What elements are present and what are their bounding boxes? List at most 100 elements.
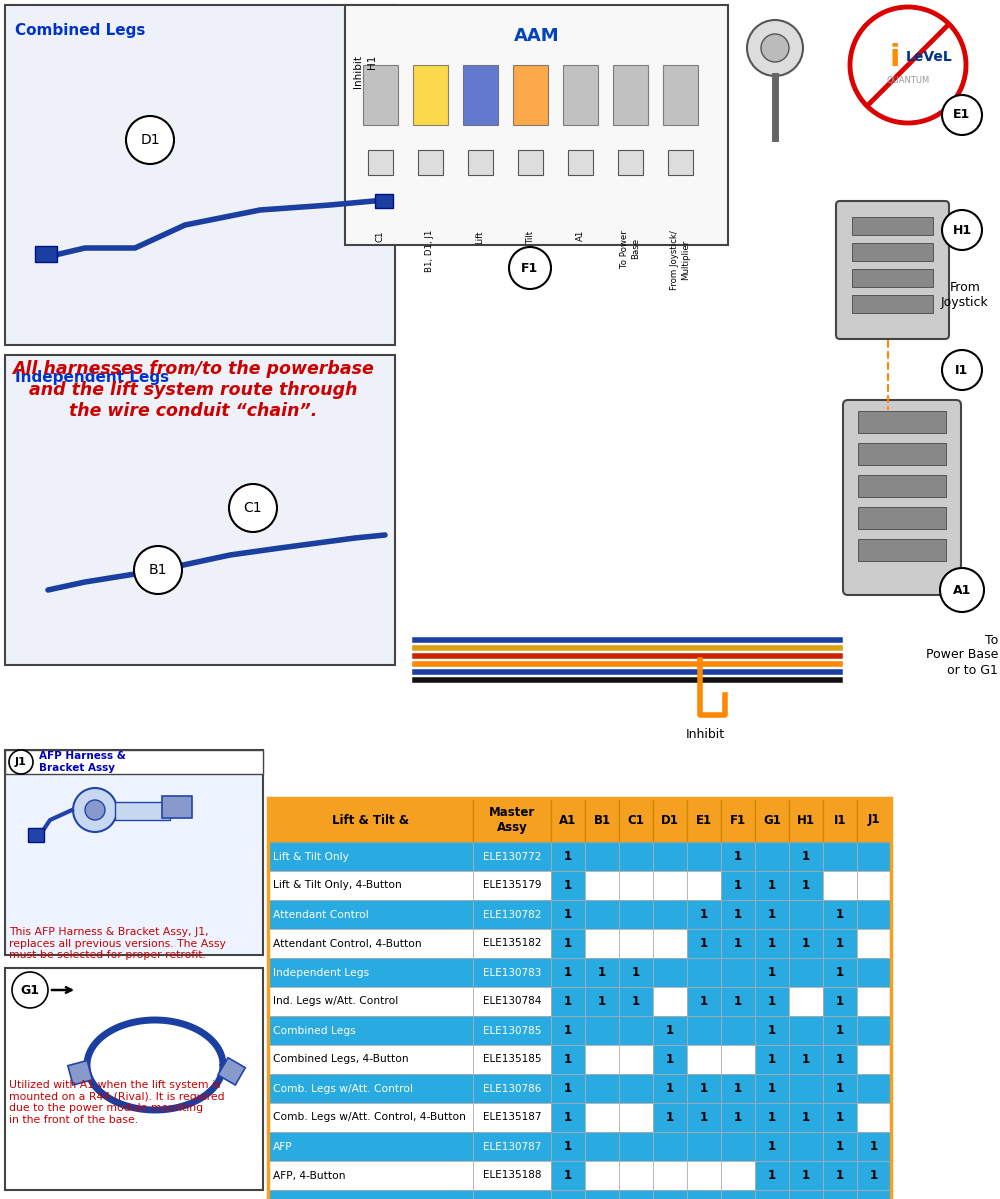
Bar: [585, 1046, 619, 1074]
Bar: [823, 1132, 857, 1161]
Text: ELE135179: ELE135179: [483, 880, 541, 891]
Bar: [585, 958, 619, 987]
Bar: [858, 507, 946, 529]
Bar: [345, 5, 728, 245]
Text: 1: 1: [598, 966, 606, 980]
Bar: [721, 870, 755, 900]
Text: 1: 1: [870, 1169, 878, 1182]
Circle shape: [747, 20, 803, 76]
Bar: [721, 1103, 755, 1132]
Bar: [551, 1103, 585, 1132]
Text: 1: 1: [700, 1111, 708, 1123]
Text: 1: 1: [734, 1111, 742, 1123]
Bar: [268, 1016, 473, 1046]
Circle shape: [942, 210, 982, 251]
Bar: [857, 1103, 891, 1132]
Text: 1: 1: [768, 1111, 776, 1123]
Bar: [857, 842, 891, 870]
Bar: [687, 929, 721, 958]
Text: 1: 1: [598, 995, 606, 1008]
Text: 1: 1: [768, 936, 776, 950]
Circle shape: [761, 34, 789, 62]
Bar: [823, 842, 857, 870]
Text: C1: C1: [628, 813, 644, 826]
Bar: [653, 842, 687, 870]
Bar: [823, 929, 857, 958]
Bar: [473, 900, 551, 929]
Text: 1: 1: [734, 879, 742, 892]
Bar: [473, 1189, 551, 1199]
Text: Attendant Control: Attendant Control: [273, 910, 369, 920]
Text: E1: E1: [953, 108, 971, 121]
Text: From Joystick/
Multiplier: From Joystick/ Multiplier: [670, 230, 690, 290]
Text: ELE130782: ELE130782: [483, 910, 541, 920]
Bar: [268, 799, 473, 842]
Bar: [551, 1016, 585, 1046]
Text: 1: 1: [768, 995, 776, 1008]
Bar: [857, 1046, 891, 1074]
Text: Comb. Legs w/Att. Control: Comb. Legs w/Att. Control: [273, 1084, 413, 1093]
Bar: [551, 987, 585, 1016]
Bar: [852, 269, 933, 287]
Text: B1, D1, J1: B1, D1, J1: [426, 230, 434, 272]
Bar: [268, 1046, 473, 1074]
Circle shape: [229, 484, 277, 532]
Circle shape: [9, 751, 33, 775]
Text: To
Power Base
or to G1: To Power Base or to G1: [926, 633, 998, 676]
Text: ELE135188: ELE135188: [483, 1170, 541, 1181]
Bar: [852, 217, 933, 235]
Text: 1: 1: [802, 879, 810, 892]
Bar: [619, 958, 653, 987]
Bar: [551, 1074, 585, 1103]
Bar: [468, 150, 493, 175]
Bar: [473, 958, 551, 987]
Bar: [619, 1103, 653, 1132]
Bar: [858, 540, 946, 561]
Text: 1: 1: [564, 1111, 572, 1123]
Text: This AFP Harness & Bracket Assy, J1,
replaces all previous versions. The Assy
mu: This AFP Harness & Bracket Assy, J1, rep…: [9, 927, 226, 960]
Bar: [755, 842, 789, 870]
Bar: [585, 1161, 619, 1189]
Text: ELE130787: ELE130787: [483, 1141, 541, 1151]
Bar: [513, 65, 548, 125]
Bar: [585, 1016, 619, 1046]
Bar: [687, 987, 721, 1016]
Text: 1: 1: [564, 850, 572, 863]
Bar: [585, 1189, 619, 1199]
Text: AFP: AFP: [273, 1141, 293, 1151]
Bar: [721, 900, 755, 929]
Bar: [585, 987, 619, 1016]
Bar: [551, 900, 585, 929]
Bar: [721, 1016, 755, 1046]
Text: Inhibit: Inhibit: [353, 55, 363, 88]
Bar: [721, 1074, 755, 1103]
Text: 1: 1: [564, 1053, 572, 1066]
Bar: [619, 1046, 653, 1074]
Bar: [619, 842, 653, 870]
Bar: [857, 1132, 891, 1161]
Text: 1: 1: [700, 1081, 708, 1095]
Bar: [721, 1046, 755, 1074]
Bar: [28, 829, 44, 842]
Text: 1: 1: [768, 1081, 776, 1095]
Text: ELE135187: ELE135187: [483, 1113, 541, 1122]
Bar: [858, 442, 946, 465]
Bar: [268, 1132, 473, 1161]
Text: 1: 1: [564, 879, 572, 892]
Bar: [473, 1016, 551, 1046]
Bar: [551, 929, 585, 958]
Text: ELE130784: ELE130784: [483, 996, 541, 1006]
Bar: [363, 65, 398, 125]
Bar: [585, 842, 619, 870]
Bar: [857, 1189, 891, 1199]
FancyBboxPatch shape: [836, 201, 949, 339]
Bar: [857, 870, 891, 900]
Bar: [755, 1189, 789, 1199]
Text: 1: 1: [836, 1140, 844, 1153]
Text: 1: 1: [768, 879, 776, 892]
Bar: [789, 1046, 823, 1074]
Text: 1: 1: [666, 1024, 674, 1037]
Bar: [755, 1074, 789, 1103]
Text: Independent Legs: Independent Legs: [15, 370, 169, 385]
Text: 1: 1: [870, 1140, 878, 1153]
